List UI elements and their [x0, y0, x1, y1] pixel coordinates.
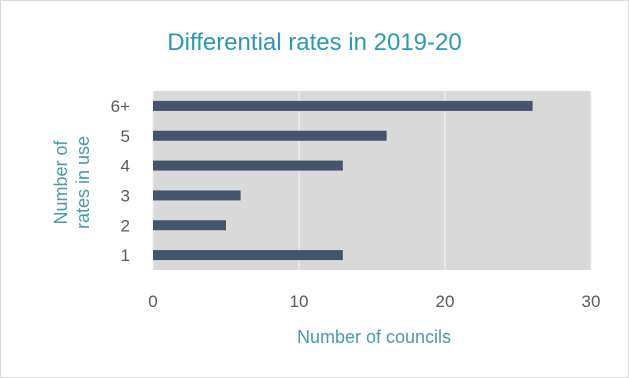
bars [153, 100, 533, 261]
y-axis-title-line: rates in use [73, 136, 93, 229]
y-tick-label: 1 [121, 246, 130, 265]
x-tick-label: 0 [148, 292, 157, 311]
bar-6plus [153, 100, 533, 111]
x-tick-label: 30 [582, 292, 601, 311]
bar-1 [153, 250, 343, 261]
y-tick-label: 6+ [111, 97, 130, 116]
y-axis-title: Number of rates in use [51, 136, 93, 229]
bar-5 [153, 130, 387, 141]
plot-area [153, 91, 591, 270]
y-tick-label: 2 [121, 216, 130, 235]
x-axis-title: Number of councils [297, 327, 451, 347]
bar-2 [153, 220, 226, 231]
y-tick-label: 5 [121, 127, 130, 146]
chart-title: Differential rates in 2019-20 [167, 29, 462, 56]
bar-4 [153, 160, 343, 171]
y-tick-label: 4 [121, 157, 130, 176]
x-tick-labels: 0 10 20 30 [148, 292, 600, 311]
y-tick-labels: 6+ 5 4 3 2 1 [111, 97, 130, 265]
y-axis-title-line: Number of [51, 139, 71, 224]
gridlines [152, 91, 592, 270]
x-tick-label: 10 [290, 292, 309, 311]
y-tick-label: 3 [121, 186, 130, 205]
x-tick-label: 20 [436, 292, 455, 311]
bar-3 [153, 190, 241, 201]
